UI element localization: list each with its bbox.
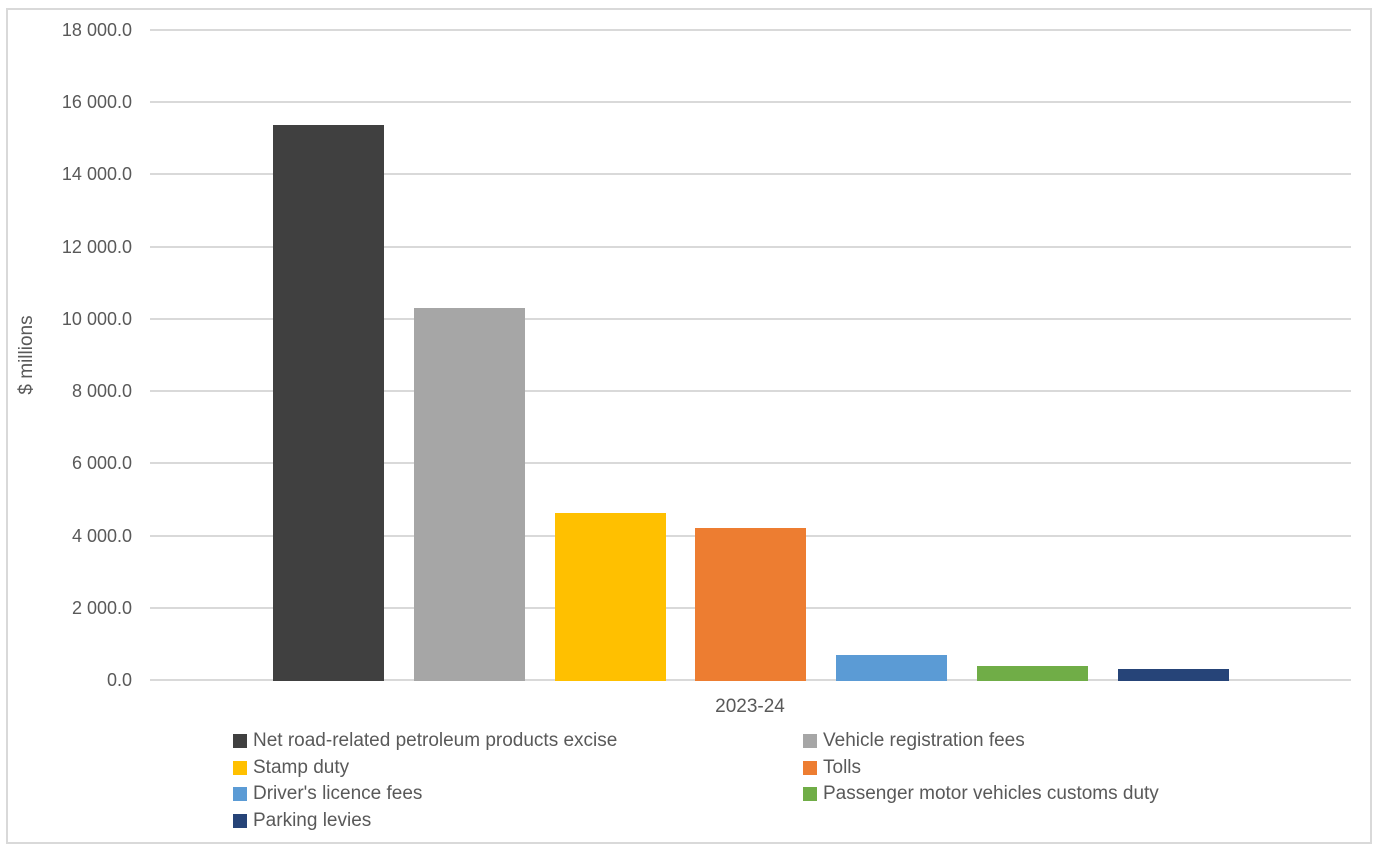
gridline <box>150 173 1351 176</box>
legend-marker-driver-s-licence-fees <box>233 787 247 802</box>
y-axis-tick-label: 0.0 <box>106 670 132 690</box>
y-axis-title: $ millions <box>16 315 37 395</box>
bar-passenger-motor-vehicles-customs-duty <box>977 666 1088 681</box>
legend-marker-vehicle-registration-fees <box>803 734 817 748</box>
legend-item-stamp-duty: Stamp duty <box>233 755 349 781</box>
chart-frame <box>6 8 1372 844</box>
y-axis-tick-label: 8 000.0 <box>71 381 132 402</box>
legend-marker-tolls <box>803 760 817 775</box>
legend-label: Net road-related petroleum products exci… <box>253 730 618 751</box>
y-axis-tick-label: 4 000.0 <box>71 525 132 546</box>
gridline <box>150 245 1351 248</box>
y-axis-tick-label: 10 000.0 <box>61 308 132 329</box>
legend-item-parking-levies: Parking levies <box>233 808 371 834</box>
y-axis-tick-label: 12 000.0 <box>61 236 132 257</box>
legend-marker-passenger-motor-vehicles-customs-duty <box>803 787 817 802</box>
legend-item-vehicle-registration-fees: Vehicle registration fees <box>803 728 1025 754</box>
bar-parking-levies <box>1118 668 1229 681</box>
y-axis-tick-label: 2 000.0 <box>71 597 132 618</box>
legend-item-passenger-motor-vehicles-customs-duty: Passenger motor vehicles customs duty <box>803 781 1159 807</box>
legend-label: Parking levies <box>253 809 372 831</box>
legend-marker-stamp-duty <box>233 760 247 775</box>
gridline <box>150 462 1351 465</box>
gridline <box>150 390 1351 393</box>
legend-marker-parking-levies <box>233 813 247 828</box>
legend-marker-net-road-related-petroleum-products-excise <box>233 734 247 748</box>
gridline <box>150 29 1351 31</box>
y-axis-tick-label: 14 000.0 <box>61 164 132 185</box>
y-axis-tick-label: 16 000.0 <box>61 92 132 113</box>
x-axis-category-label: 2023-24 <box>715 696 785 717</box>
legend-item-tolls: Tolls <box>803 755 861 781</box>
bar-net-road-related-petroleum-products-excise <box>273 124 384 681</box>
y-axis-tick-label: 6 000.0 <box>71 453 132 474</box>
legend-label: Driver's licence fees <box>253 783 423 805</box>
legend-label: Passenger motor vehicles customs duty <box>823 783 1159 805</box>
gridline <box>150 317 1351 320</box>
legend-item-net-road-related-petroleum-products-excise: Net road-related petroleum products exci… <box>233 728 617 754</box>
y-axis-tick-label: 18 000.0 <box>61 20 132 40</box>
legend-item-driver-s-licence-fees: Driver's licence fees <box>233 781 422 807</box>
gridline <box>150 101 1351 104</box>
legend-label: Stamp duty <box>253 756 350 778</box>
bar-tolls <box>695 527 806 681</box>
bar-vehicle-registration-fees <box>414 307 525 681</box>
bar-stamp-duty <box>555 513 666 681</box>
legend-label: Tolls <box>823 756 862 778</box>
legend-label: Vehicle registration fees <box>823 730 1025 751</box>
bar-driver-s-licence-fees <box>836 655 947 681</box>
